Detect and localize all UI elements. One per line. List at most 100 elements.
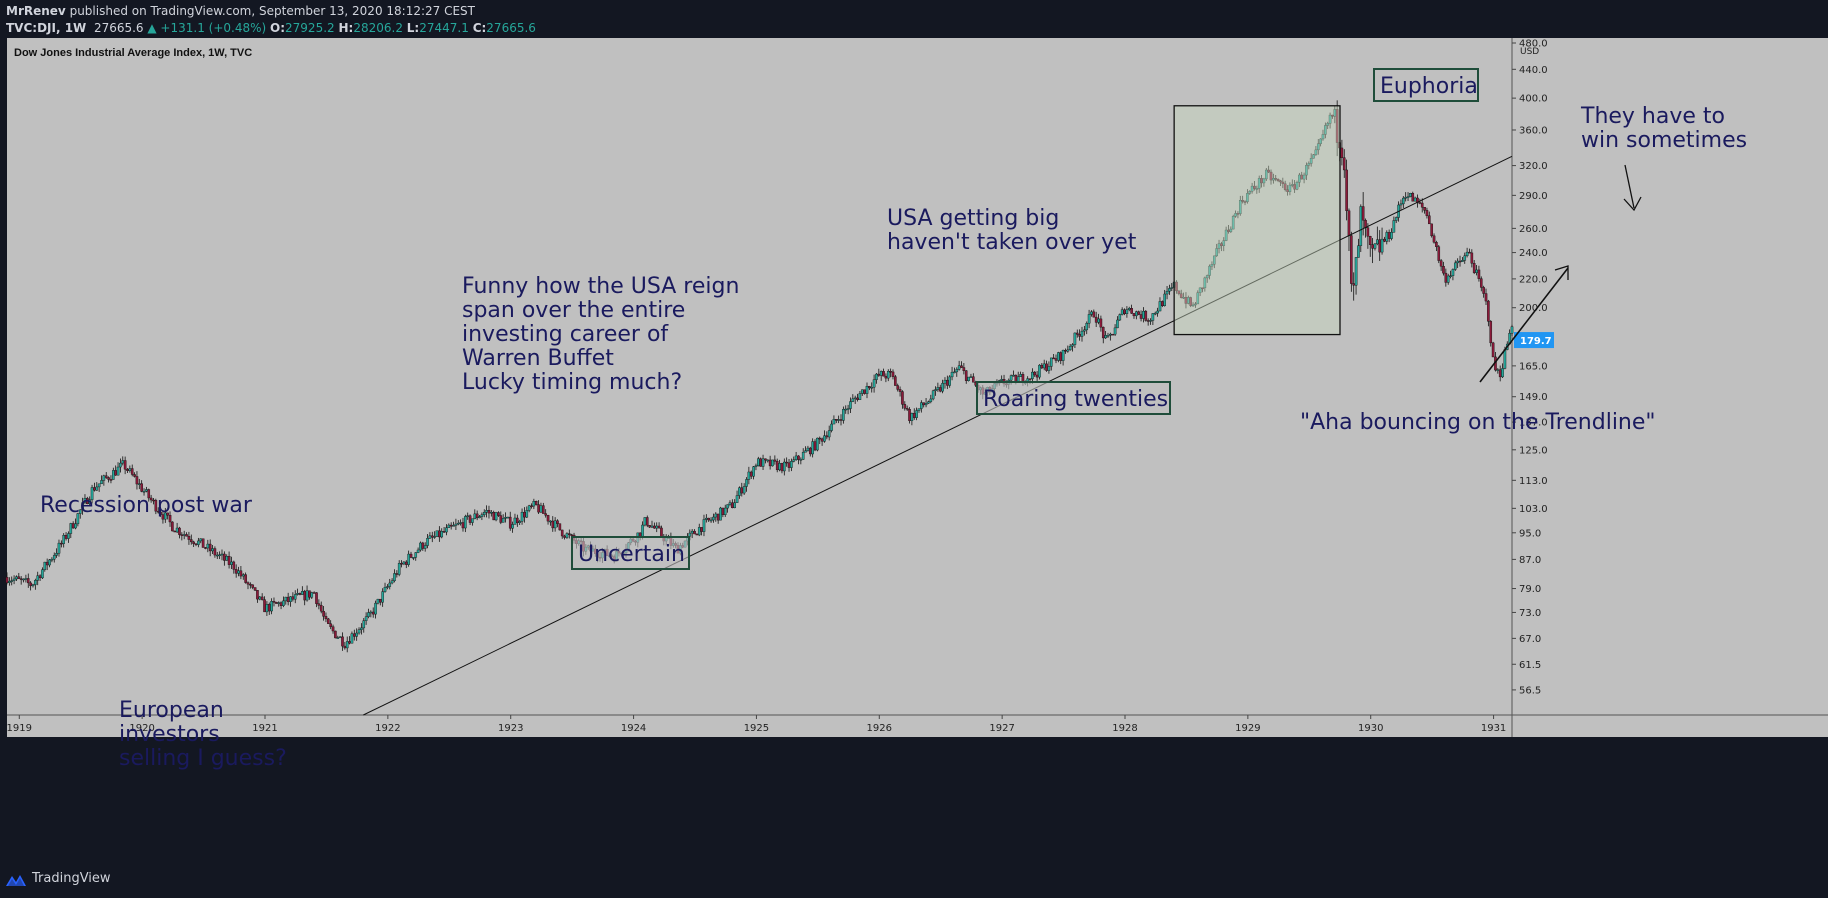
candle-body [539, 505, 543, 513]
candle [1487, 299, 1490, 327]
x-tick-label: 1928 [1112, 723, 1137, 734]
candle-body [1312, 154, 1315, 159]
candle-body [397, 563, 401, 575]
candle [355, 628, 358, 641]
low-value: 27447.1 [419, 21, 469, 35]
candle-body [783, 461, 786, 472]
candle [1205, 274, 1209, 283]
candle-body [237, 570, 240, 574]
candle-body [1085, 323, 1089, 331]
publish-info: MrRenev published on TradingView.com, Se… [6, 4, 475, 18]
candle-body [882, 371, 885, 377]
annotation-text: Euphoria [1380, 74, 1478, 99]
candle-body [128, 468, 132, 471]
candle-body [1324, 125, 1327, 135]
candle-body [60, 542, 63, 545]
candle-body [860, 389, 864, 394]
candle [1111, 333, 1115, 336]
candle-body [1361, 206, 1365, 221]
candle [324, 612, 328, 623]
tradingview-brand[interactable]: TradingView [32, 871, 111, 886]
candle-body [1000, 379, 1003, 381]
candle [1340, 139, 1344, 166]
candle [440, 528, 444, 539]
candle-body [452, 525, 455, 527]
candle-body [896, 385, 900, 390]
candle-body [464, 516, 467, 529]
candle [1321, 129, 1325, 141]
candle [1085, 321, 1089, 335]
candle [487, 505, 491, 519]
candle [1165, 285, 1169, 300]
candle [310, 591, 314, 599]
candle-body [223, 553, 226, 561]
candle-body [714, 513, 718, 518]
candle [156, 507, 160, 514]
candle-body [1458, 260, 1462, 263]
candle-body [133, 474, 136, 477]
candle [1409, 192, 1412, 198]
candle-body [310, 592, 314, 598]
candle-body [142, 491, 146, 493]
candle-body [849, 401, 852, 409]
candle-body [1061, 349, 1065, 361]
candle-body [1470, 252, 1474, 264]
candle [494, 511, 498, 522]
candle [934, 386, 937, 396]
candle-body [1428, 215, 1431, 225]
candle-body [364, 616, 368, 621]
candle-body [558, 523, 562, 531]
candle [1170, 282, 1174, 292]
candle [492, 510, 496, 521]
candle-body [1222, 240, 1226, 246]
candle [1288, 182, 1292, 196]
candle-body [1345, 169, 1348, 212]
candle-body [501, 518, 505, 523]
chart-footer: TradingView [0, 862, 1828, 898]
candle-body [1383, 238, 1386, 242]
candle-body [244, 574, 247, 583]
candle-body [960, 365, 963, 368]
candle [525, 506, 529, 519]
candle-body [1040, 364, 1044, 369]
candle [797, 455, 800, 465]
candle [823, 430, 826, 443]
candle [201, 538, 205, 548]
candle-body [1210, 264, 1214, 267]
candle [903, 401, 907, 411]
candle-body [263, 599, 266, 613]
candle-body [298, 593, 302, 595]
author-name[interactable]: MrRenev [6, 4, 66, 18]
candle-body [946, 379, 949, 386]
candle-body [123, 460, 127, 470]
symbol-label[interactable]: TVC:DJI, 1W [6, 21, 87, 35]
candle-body [808, 447, 812, 455]
candle [851, 394, 855, 403]
candle-body [950, 371, 954, 378]
candle [1191, 302, 1195, 307]
candle-body [494, 512, 498, 521]
candle-body [1132, 313, 1136, 317]
candle-body [41, 569, 44, 579]
y-tick-label: 103.0 [1519, 504, 1548, 515]
candle-body [660, 527, 663, 537]
candle-body [189, 539, 193, 543]
candle [464, 514, 467, 533]
candle-body [1444, 272, 1448, 283]
candle-body [135, 476, 139, 485]
candle-body [497, 512, 500, 516]
candle-body [903, 404, 907, 409]
candle-body [1307, 163, 1311, 166]
candle-body [879, 371, 883, 376]
candle-body [305, 590, 309, 601]
candle-body [293, 594, 297, 600]
arrow-line [1479, 267, 1569, 383]
candle-body [402, 561, 406, 565]
candle [1428, 211, 1431, 225]
candle [327, 617, 330, 625]
candle-body [1125, 309, 1129, 315]
close-value: 27665.6 [486, 21, 536, 35]
candle-body [154, 500, 158, 512]
candle-body [109, 479, 113, 481]
